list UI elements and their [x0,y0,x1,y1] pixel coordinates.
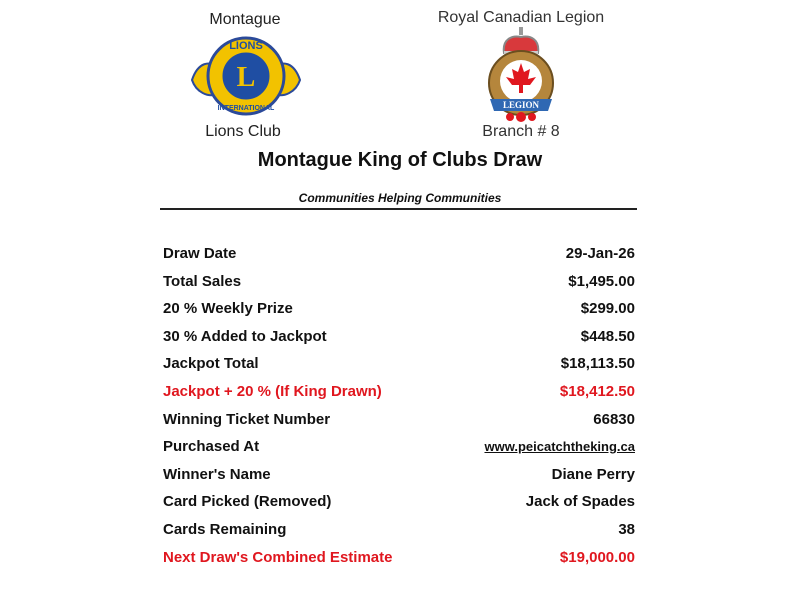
table-row: 30 % Added to Jackpot $448.50 [163,327,635,355]
row-value: 38 [618,520,635,538]
row-value: $19,000.00 [559,548,635,566]
table-row: Total Sales $1,495.00 [163,272,635,300]
row-value: Jack of Spades [525,493,635,511]
row-value: $299.00 [580,300,635,318]
row-label: 20 % Weekly Prize [163,300,293,318]
table-row: Purchased At www.peicatchtheking.ca [163,437,635,465]
table-row: 20 % Weekly Prize $299.00 [163,299,635,327]
row-value: Diane Perry [551,465,635,483]
svg-text:L: L [237,62,256,93]
row-label: 30 % Added to Jackpot [163,327,327,345]
svg-text:LEGION: LEGION [503,100,540,110]
table-row: Jackpot + 20 % (If King Drawn) $18,412.50 [163,382,635,410]
legion-heading-bottom: Branch # 8 [482,123,560,140]
row-label: Jackpot Total [163,355,259,373]
purchase-link[interactable]: www.peicatchtheking.ca [484,439,635,455]
row-label: Draw Date [163,245,237,262]
row-label: Winning Ticket Number [163,410,331,428]
row-label: Purchased At [163,438,260,456]
lions-club-logo: L LIONS INTERNATIONAL [188,34,304,123]
legion-heading-top: Royal Canadian Legion [437,9,605,26]
row-label: Winner's Name [163,465,271,483]
row-label: Cards Remaining [163,520,287,538]
svg-text:LIONS: LIONS [229,40,263,52]
lions-club-heading-bottom: Lions Club [205,123,281,140]
table-row: Jackpot Total $18,113.50 [163,354,635,382]
table-row: Winning Ticket Number 66830 [163,410,635,438]
lions-club-heading-top: Montague [209,11,281,28]
row-value: $1,495.00 [568,272,635,290]
royal-canadian-legion-logo: LEGION [484,27,558,128]
svg-text:INTERNATIONAL: INTERNATIONAL [218,105,275,112]
table-row: Draw Date 29-Jan-26 [163,244,635,272]
table-row: Winner's Name Diane Perry [163,465,635,493]
row-label: Total Sales [163,272,242,290]
page-title: Montague King of Clubs Draw [257,149,543,171]
row-value: $448.50 [580,327,635,345]
row-value: 29-Jan-26 [565,245,635,262]
draw-results-table: Draw Date 29-Jan-26 Total Sales $1,495.00 20… [163,244,635,575]
table-row: Cards Remaining 38 [163,520,635,548]
row-value: $18,113.50 [560,355,635,373]
page-subtitle: Communities Helping Communities [298,191,502,205]
table-row: Next Draw's Combined Estimate $19,000.00 [163,548,635,576]
table-row: Card Picked (Removed) Jack of Spades [163,492,635,520]
row-label: Jackpot + 20 % (If King Drawn) [163,382,382,400]
row-value: $18,412.50 [559,382,635,400]
row-label: Card Picked (Removed) [163,493,332,511]
row-value: 66830 [593,410,635,428]
divider [160,208,637,210]
row-label: Next Draw's Combined Estimate [163,548,393,566]
